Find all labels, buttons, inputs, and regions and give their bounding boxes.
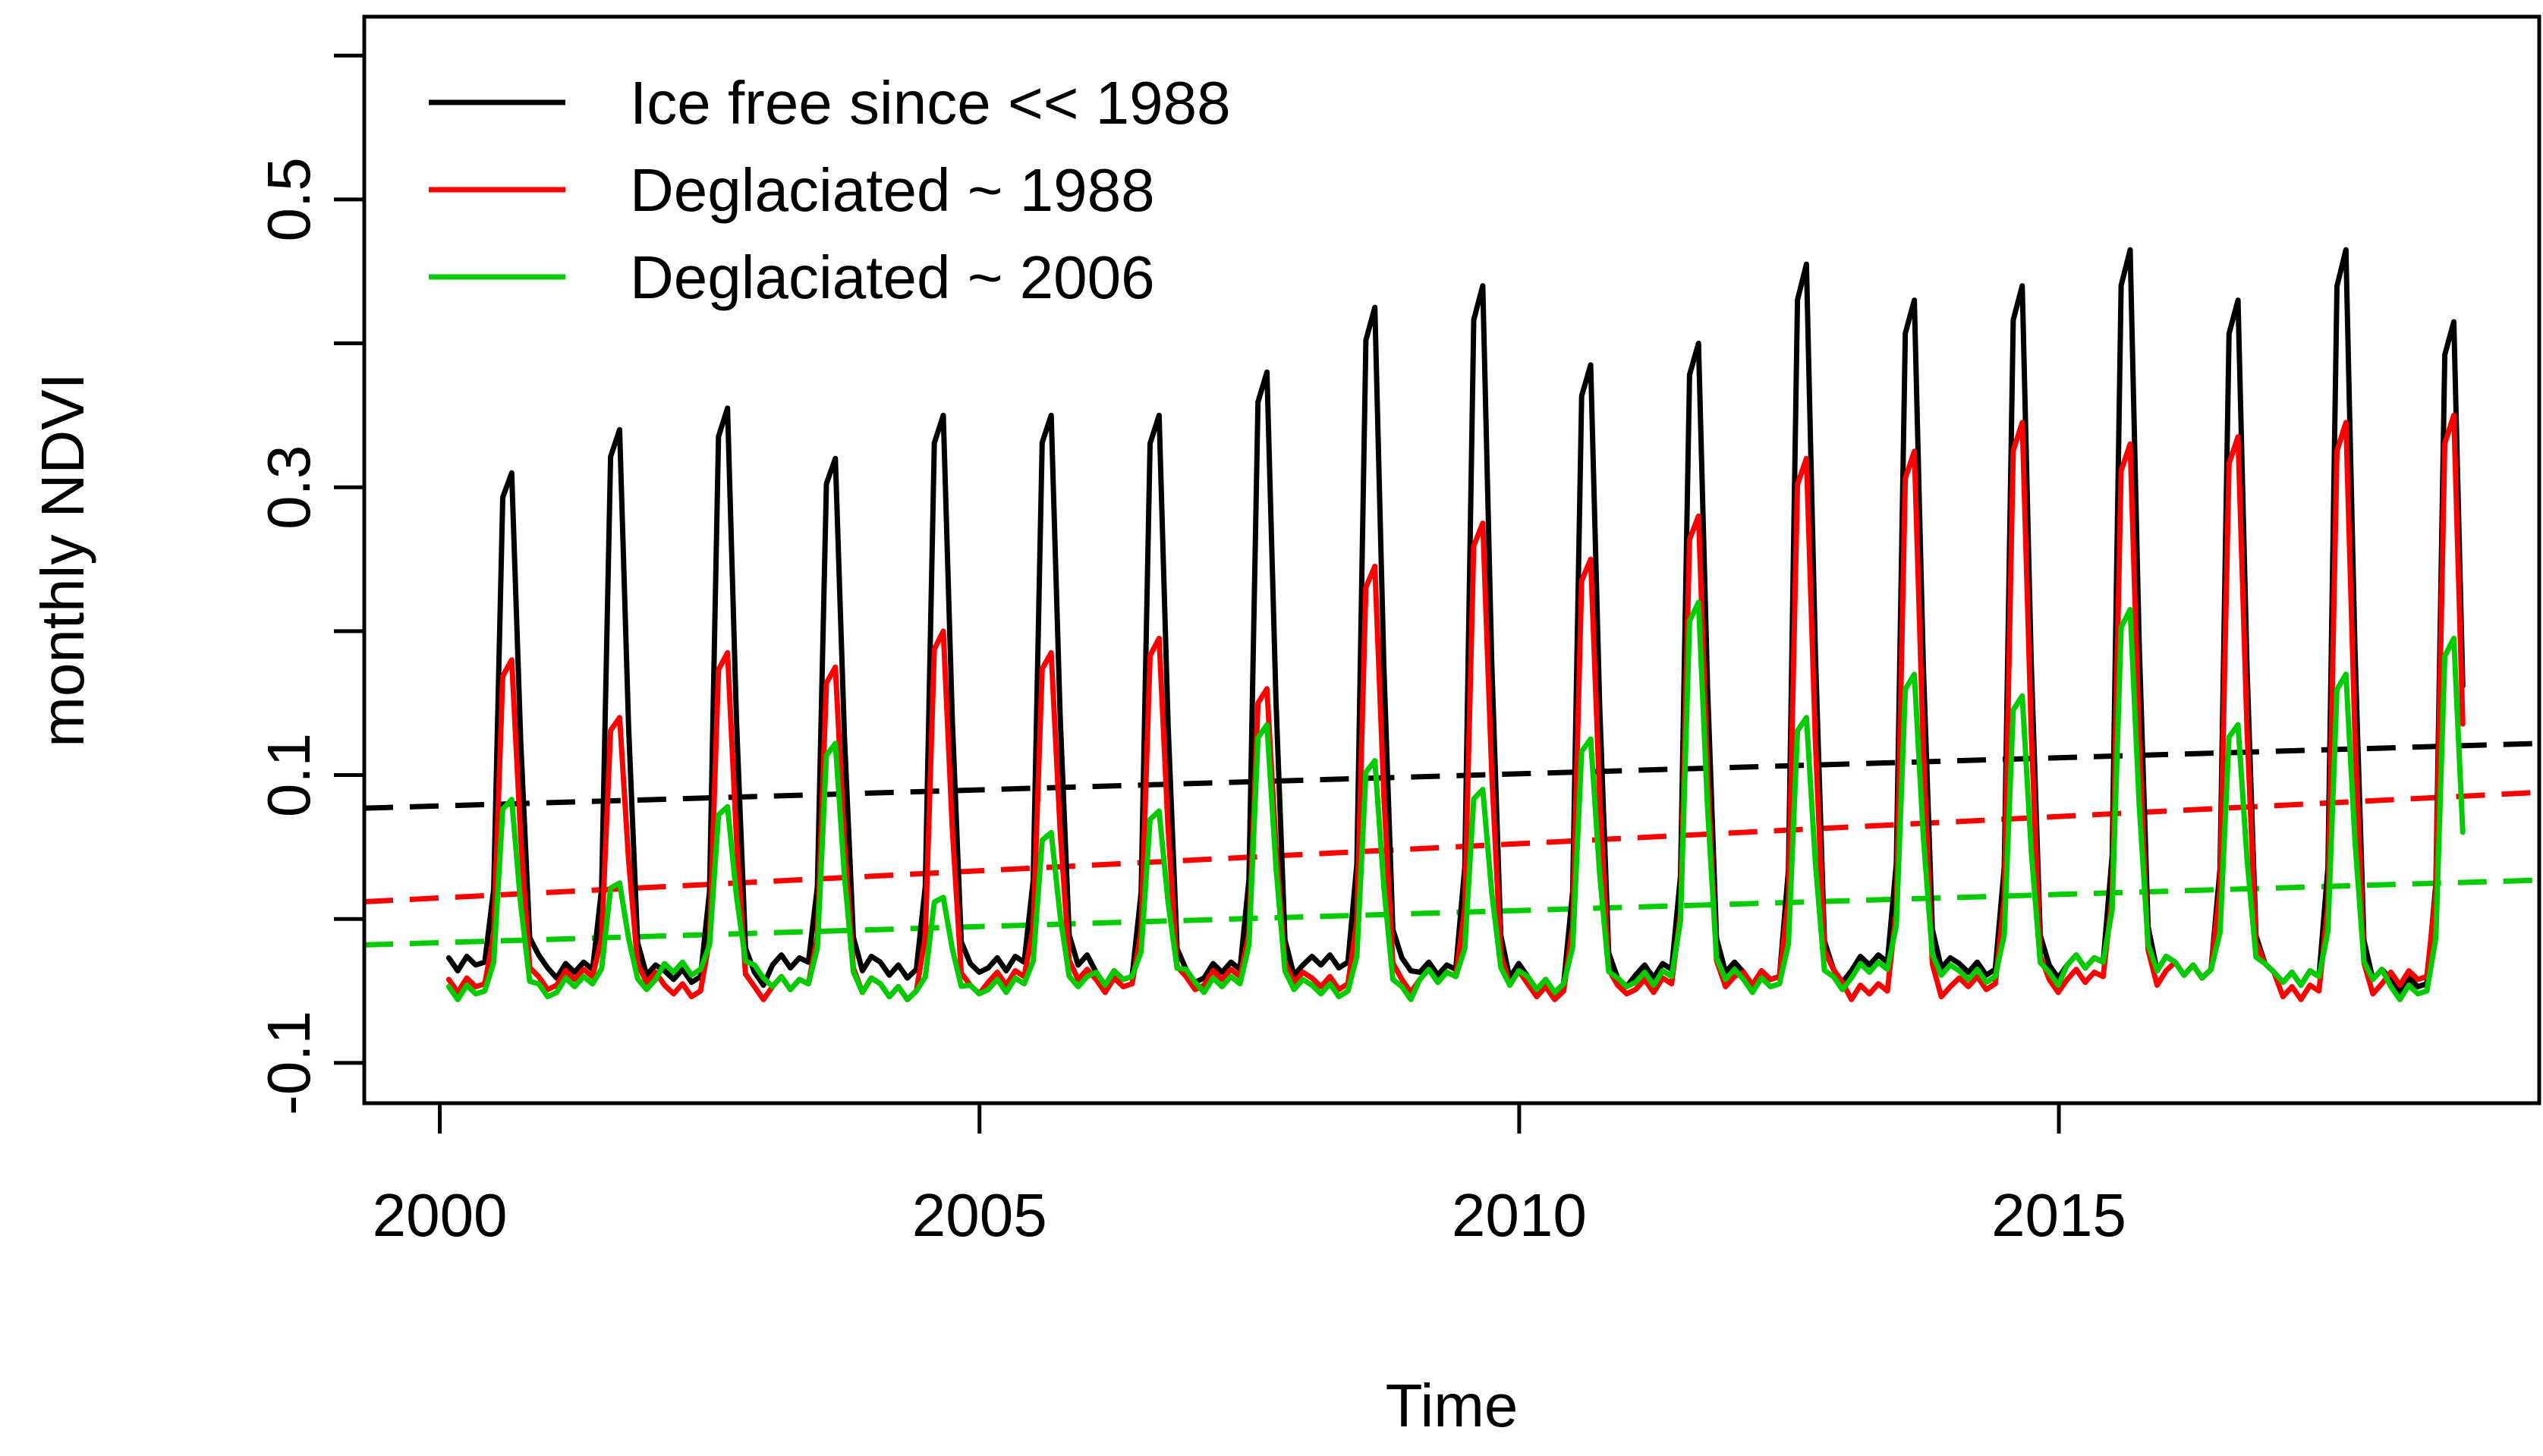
plot-frame xyxy=(362,14,2541,1105)
x-tick-label: 2005 xyxy=(912,1181,1047,1249)
legend-label-ice-free: Ice free since << 1988 xyxy=(630,69,1231,137)
y-tick-label: 0.1 xyxy=(255,733,323,817)
legend-label-deglaciated-2006: Deglaciated ~ 2006 xyxy=(630,244,1155,311)
plot-area xyxy=(362,14,2541,1105)
y-tick-label: 0.3 xyxy=(255,445,323,530)
series-lines xyxy=(445,247,2466,1002)
y-axis: -0.1 0.1 0.3 0.5 xyxy=(255,53,367,1115)
legend-label-deglaciated-1988: Deglaciated ~ 1988 xyxy=(630,156,1155,224)
x-tick-label: 2010 xyxy=(1452,1181,1587,1249)
y-tick-label: -0.1 xyxy=(255,1011,323,1115)
x-axis: 2000 2005 2010 2015 xyxy=(373,1101,2126,1249)
x-axis-title: Time xyxy=(1386,1372,1519,1439)
series-line-deglaciated-2006 xyxy=(445,599,2466,1002)
y-axis-title: monthly NDVI xyxy=(29,373,96,747)
x-tick-label: 2015 xyxy=(1991,1181,2126,1249)
x-tick-label: 2000 xyxy=(373,1181,508,1249)
legend: Ice free since << 1988 Deglaciated ~ 198… xyxy=(429,69,1231,311)
y-tick-label: 0.5 xyxy=(255,157,323,241)
